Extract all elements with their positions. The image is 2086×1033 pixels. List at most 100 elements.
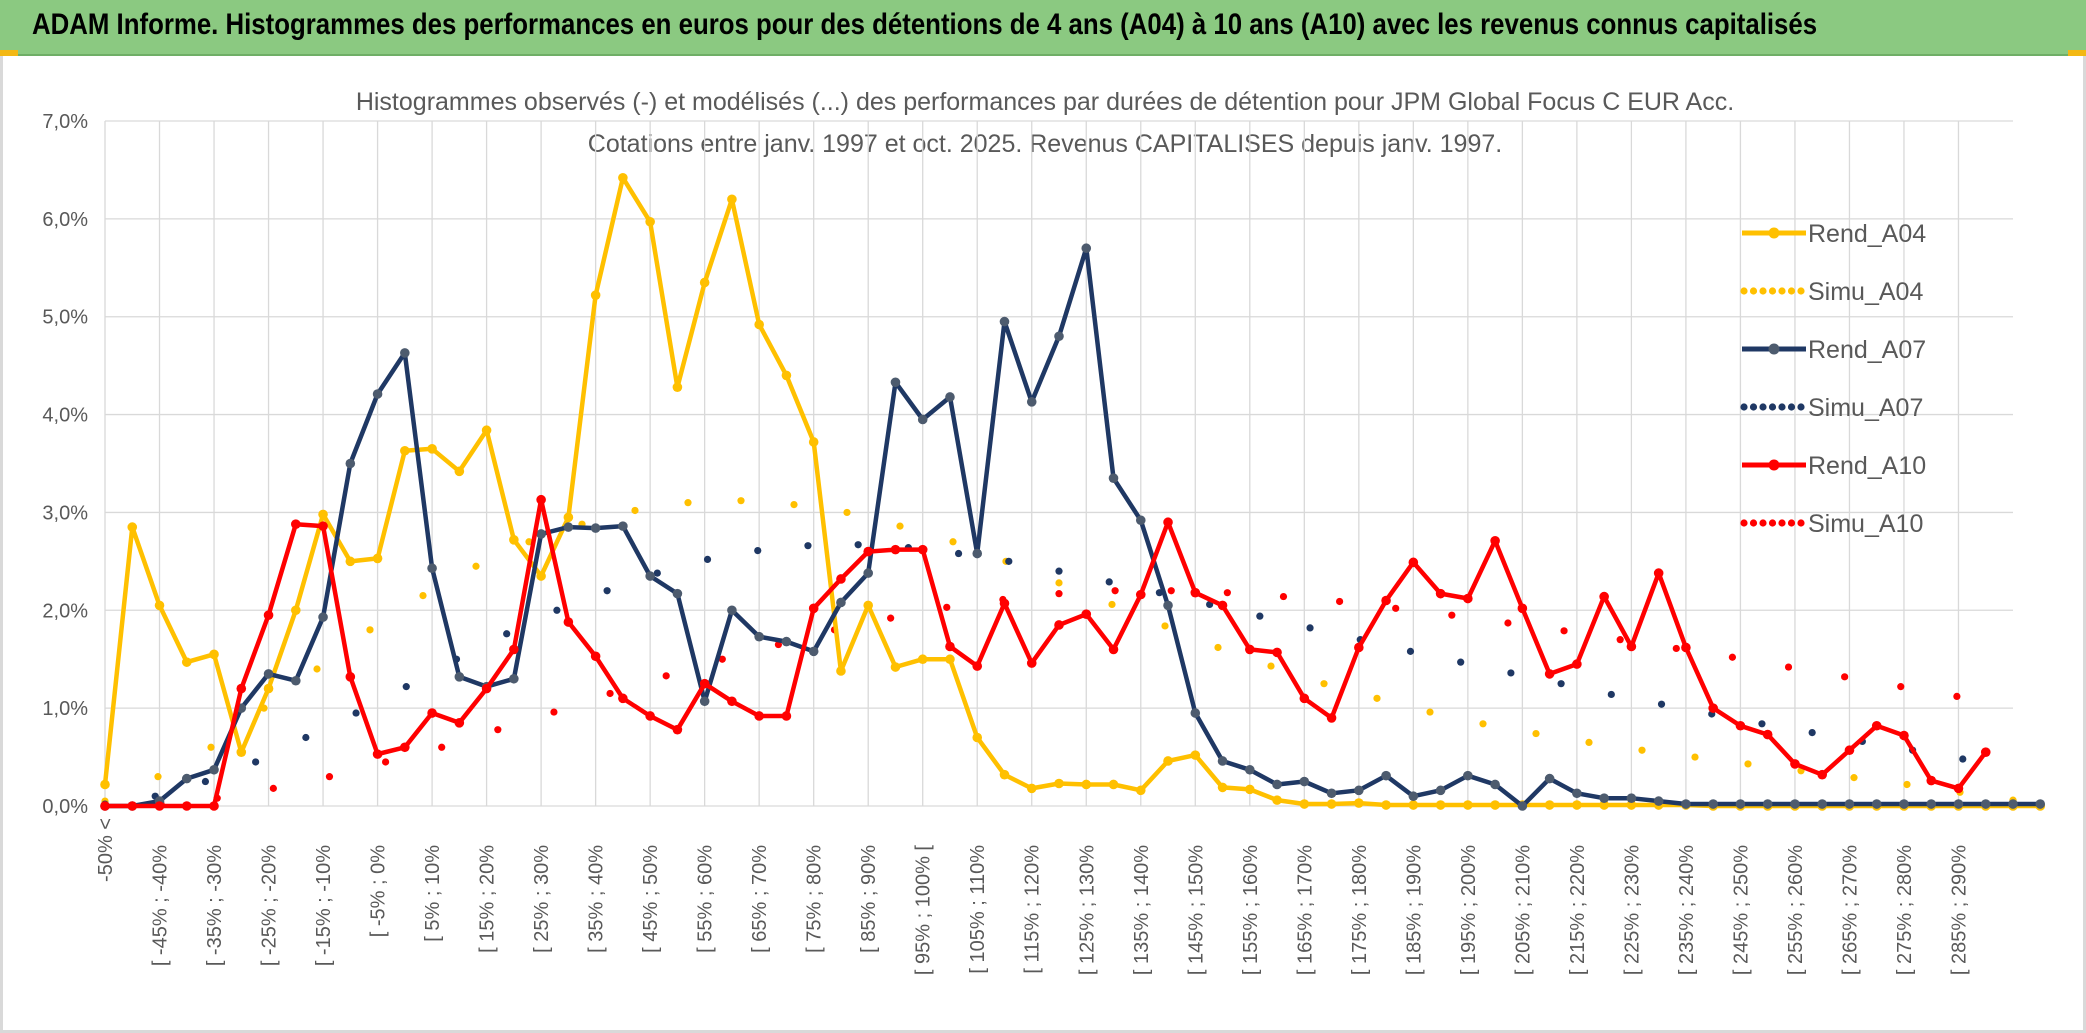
x-tick-label: [ 165% ; 170% [1294,845,1316,975]
data-point [400,445,410,456]
data-point [917,414,928,425]
data-point [1272,795,1282,805]
data-point [1463,800,1473,810]
data-point [1272,647,1282,658]
data-point [1354,642,1364,653]
legend-dot [1749,519,1758,527]
data-point [754,631,764,642]
data-point [1326,799,1337,809]
legend-label: Simu_A07 [1808,394,1923,422]
data-point [154,801,165,811]
data-point [563,617,574,627]
data-point [345,556,356,567]
legend-item-Simu_A04: Simu_A04 [1740,278,1923,306]
simulated-point [887,614,895,622]
data-point [454,672,465,682]
header-banner: ADAM Informe. Histogrammes des performan… [0,0,2086,56]
data-point [1108,779,1119,790]
data-point [1299,693,1310,704]
data-point [1054,620,1064,630]
data-point [1381,595,1391,606]
data-point [1081,779,1092,790]
data-point [263,669,274,679]
data-point [1980,747,1991,757]
x-tick-label: [ 285% ; 290% [1948,845,1970,975]
data-point [754,319,764,330]
simulated-point [1105,578,1113,586]
data-point [1026,397,1037,407]
simulated-point [201,777,210,786]
banner-corner-left [0,50,18,56]
data-point [563,512,574,523]
data-point [1190,750,1201,760]
data-point [945,392,955,402]
y-tick-label: 5,0% [42,307,88,329]
simulated-point [419,592,427,600]
simulated-point [603,587,611,595]
y-tick-label: 2,0% [42,600,88,622]
simulated-point [1005,557,1013,565]
data-point [972,732,983,743]
data-point [1054,778,1064,789]
data-point [618,693,628,704]
data-point [1081,609,1092,619]
data-point [890,544,901,555]
data-point [236,747,247,757]
simulated-point [1897,683,1905,691]
simulated-point [1426,708,1434,716]
data-point [1544,800,1555,810]
data-point [536,529,546,539]
data-point [1762,729,1773,740]
data-point [509,673,519,684]
legend-item-Rend_A07: Rend_A07 [1742,336,1926,364]
series-Rend_A10 [100,494,1991,811]
data-point [781,636,792,647]
simulated-point [804,542,812,550]
simulated-point [1223,589,1231,597]
data-point [1490,779,1500,790]
data-point [563,522,574,532]
data-point [181,657,192,667]
data-point [1190,587,1201,598]
data-point [590,651,601,662]
data-point [781,711,792,721]
data-point [1626,793,1637,803]
data-point [890,662,901,672]
x-tick-label: [ -25% ; -20% [259,845,281,966]
simulated-point [269,784,277,792]
legend-dot [1749,403,1758,411]
simulated-point [1267,662,1275,670]
simulated-point [1959,755,1967,763]
simulated-point [1616,636,1624,644]
data-point [836,597,846,608]
data-point [263,610,274,620]
simulated-point [550,708,558,716]
simulated-point [1392,604,1400,612]
data-point [427,563,437,574]
data-point [590,290,601,300]
simulated-point [1903,780,1911,789]
legend-dot [1797,403,1805,411]
legend-dot [1759,403,1767,411]
data-point [590,523,601,533]
chart-subtitle: Cotations entre janv. 1997 et oct. 2025.… [588,130,1502,158]
data-point [618,172,628,183]
legend-label: Rend_A04 [1808,220,1926,248]
simulated-point [653,569,661,577]
data-point [945,654,955,665]
simulated-point [438,743,446,751]
data-point [1463,593,1473,604]
y-tick-label: 0,0% [42,796,88,818]
data-point [863,600,873,611]
simulated-point [1657,700,1666,708]
x-tick-label: [ -5% ; 0% [368,845,390,937]
data-point [1245,644,1255,655]
series-line [102,175,2041,809]
data-point [1217,756,1228,766]
simulated-point [1560,627,1568,635]
legend-dot [1787,403,1796,411]
data-point [672,588,683,599]
data-point [727,194,737,205]
legend-dot [1740,403,1748,411]
simulated-point [843,508,851,517]
